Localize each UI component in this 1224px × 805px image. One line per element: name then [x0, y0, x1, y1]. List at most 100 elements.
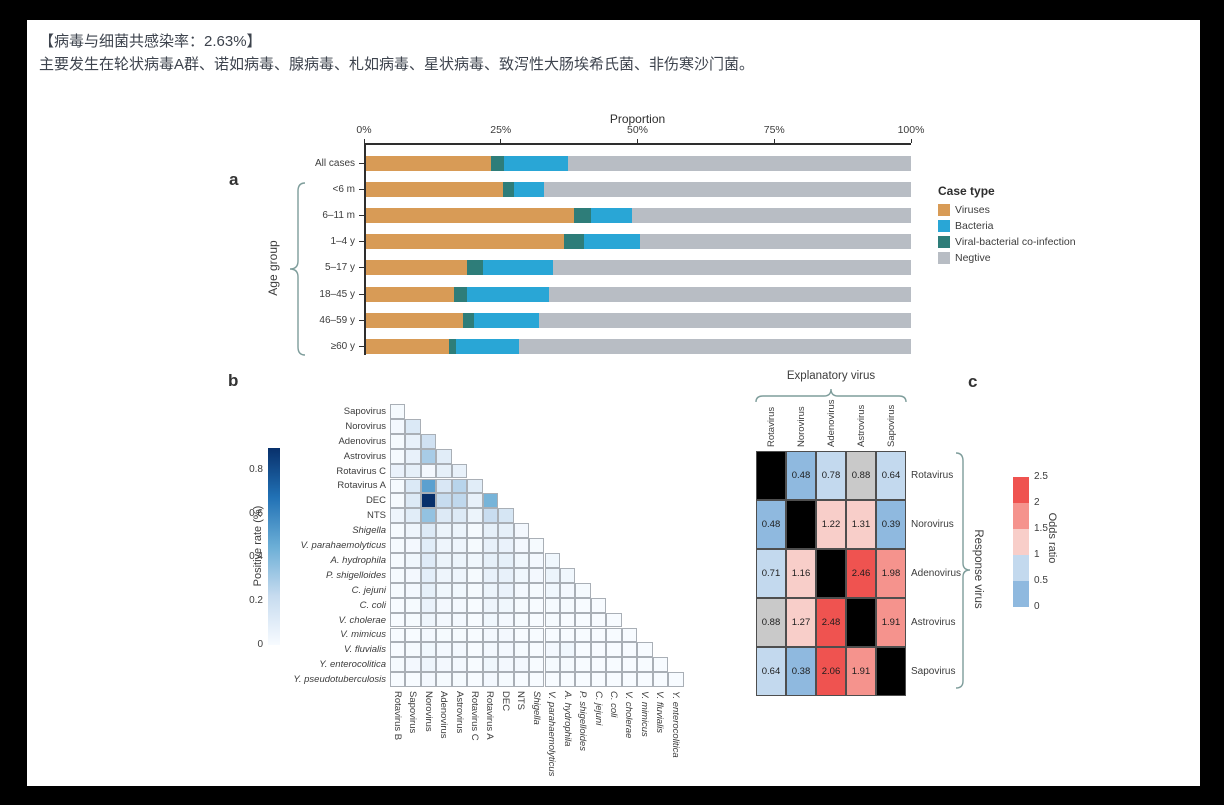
bar-segment-bacteria: [474, 312, 540, 328]
positive-rate-cell: [451, 567, 468, 583]
positive-rate-cell: [405, 553, 421, 568]
heatmap-col-label: V. mimicus: [638, 691, 650, 737]
positive-rate-cell: [420, 448, 437, 464]
bar-row-label: 18–45 y: [319, 288, 355, 300]
positive-rate-cell: [436, 538, 452, 553]
positive-rate-cell: [529, 627, 545, 643]
bar-segment-viral-bacterial-co-infection: [573, 208, 592, 224]
heatmap-row-label: Astrovirus: [343, 450, 386, 462]
heatmap-row-label: Y. enterocolitica: [319, 659, 386, 671]
positive-rate-cell: [436, 553, 452, 568]
y-axis-tick: [359, 345, 364, 347]
odds-ratio-cell: [816, 549, 846, 598]
odds-colorbar-band: [1013, 529, 1029, 555]
heatmap-col-label: C. jejuni: [592, 691, 604, 726]
y-axis-tick: [359, 319, 364, 321]
positive-rate-cell: [590, 672, 607, 688]
odds-colorbar-band: [1013, 555, 1029, 581]
colorbar-tick-label: 0.8: [249, 463, 263, 475]
document-page: 【病毒与细菌共感染率：2.63%】 主要发生在轮状病毒A群、诺如病毒、腺病毒、札…: [27, 20, 1200, 786]
positive-rate-cell: [436, 478, 452, 494]
positive-rate-cell: [405, 597, 421, 613]
odds-ratio-cell: 2.06: [816, 647, 846, 696]
positive-rate-cell: [420, 463, 437, 479]
positive-rate-cell: [451, 478, 468, 494]
heatmap-col-label: Sapovirus: [407, 691, 419, 734]
odds-ratio-cell: 0.64: [876, 451, 906, 500]
odds-ratio-cell: 0.39: [876, 500, 906, 549]
bar-segment-negtive: [639, 234, 911, 250]
legend-swatch-viruses: [938, 204, 950, 216]
odds-colorbar-band: [1013, 503, 1029, 529]
bar-segment-bacteria: [584, 234, 640, 250]
heatmap-col-label: Rotavirus C: [468, 691, 480, 741]
positive-rate-cell: [559, 582, 576, 598]
positive-rate-cell: [482, 597, 499, 613]
heatmap-col-label: Astrovirus: [453, 691, 465, 734]
positive-rate-cell: [559, 672, 576, 688]
positive-rate-cell: [467, 612, 483, 628]
positive-rate-cell: [420, 478, 437, 494]
positive-rate-cell: [575, 612, 591, 628]
positive-rate-cell: [390, 523, 406, 539]
positive-rate-cell: [451, 463, 468, 479]
positive-rate-cell: [498, 538, 514, 553]
positive-rate-cell: [467, 657, 483, 673]
positive-rate-cell: [482, 508, 499, 524]
panel-c-label: c: [968, 372, 978, 391]
positive-rate-cell: [498, 657, 514, 673]
bar-segment-viruses: [365, 156, 491, 171]
x-axis-tick-label: 25%: [490, 124, 512, 136]
positive-rate-cell: [513, 657, 530, 673]
positive-rate-cell: [559, 567, 576, 583]
positive-rate-cell: [529, 672, 545, 688]
odds-ratio-cell: [786, 500, 816, 549]
odds-ratio-cell: 1.16: [786, 549, 816, 598]
coinfection-rate-heading: 【病毒与细菌共感染率：2.63%】: [39, 33, 262, 50]
positive-rate-cell: [390, 657, 406, 673]
odds-colorbar-tick-label: 0.5: [1034, 575, 1048, 586]
positive-rate-cell: [405, 567, 421, 583]
odds-ratio-cell: 1.22: [816, 500, 846, 549]
positive-rate-cell: [390, 553, 406, 568]
positive-rate-cell: [420, 523, 437, 539]
positive-rate-cell: [606, 657, 622, 673]
positive-rate-cell: [606, 642, 622, 658]
heatmap-row-label: NTS: [367, 510, 386, 522]
positive-rate-cell: [467, 493, 483, 509]
explanatory-virus-label: Rotavirus: [766, 406, 777, 447]
explanatory-virus-brace: [755, 388, 907, 403]
positive-rate-cell: [544, 672, 560, 688]
bar-segment-bacteria: [466, 286, 550, 302]
legend-label: Viruses: [955, 204, 990, 216]
positive-rate-cell: [390, 404, 406, 419]
positive-rate-cell: [436, 448, 452, 464]
positive-rate-cell: [606, 627, 622, 643]
heatmap-row-label: Adenovirus: [338, 435, 386, 447]
bar-row-label: 6–11 m: [322, 210, 355, 222]
positive-rate-cell: [513, 582, 530, 598]
response-virus-label: Sapovirus: [911, 665, 956, 677]
positive-rate-cell: [436, 582, 452, 598]
positive-rate-cell: [405, 493, 421, 509]
positive-rate-cell: [544, 567, 560, 583]
positive-rate-cell: [544, 612, 560, 628]
positive-rate-cell: [436, 627, 452, 643]
positive-rate-cell: [559, 657, 576, 673]
heatmap-row-label: Sapovirus: [343, 405, 386, 417]
odds-colorbar-tick-label: 0: [1034, 601, 1040, 612]
positive-rate-cell: [668, 672, 684, 688]
positive-rate-cell: [420, 567, 437, 583]
bar-segment-negtive: [518, 338, 911, 354]
odds-ratio-cell: [846, 598, 876, 647]
positive-rate-cell: [390, 597, 406, 613]
x-axis-tick: [500, 139, 502, 143]
odds-colorbar-tick-label: 2.5: [1034, 471, 1048, 482]
positive-rate-cell: [405, 612, 421, 628]
positive-rate-cell: [575, 657, 591, 673]
x-axis-tick: [637, 139, 638, 143]
positive-rate-cell: [575, 672, 591, 688]
positive-rate-cell: [637, 657, 653, 673]
legend-label: Viral-bacterial co-infection: [955, 236, 1076, 248]
response-virus-brace: [955, 452, 971, 689]
